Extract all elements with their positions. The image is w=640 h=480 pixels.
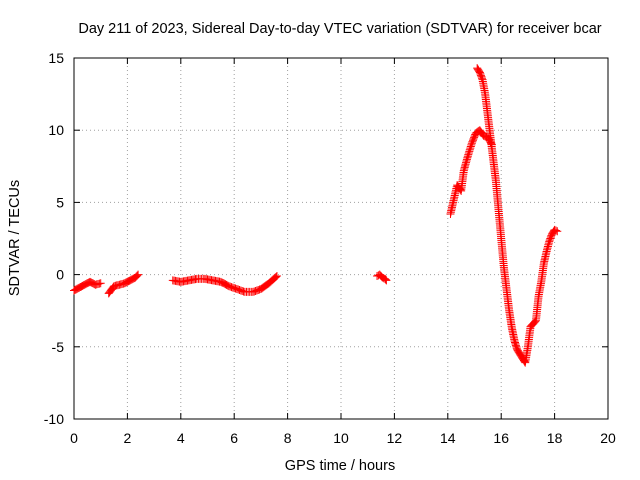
y-tick-label: -10: [44, 411, 64, 427]
x-tick-label: 18: [547, 430, 563, 446]
data-point: [272, 272, 281, 281]
data-point: [466, 142, 475, 151]
data-point: [477, 74, 486, 83]
data-point: [382, 276, 391, 285]
data-point: [513, 345, 522, 354]
data-point: [463, 152, 472, 161]
data-point: [122, 278, 131, 287]
data-point: [465, 147, 474, 156]
x-tick-label: 16: [493, 430, 509, 446]
x-axis-label: GPS time / hours: [285, 458, 395, 474]
data-point: [132, 272, 141, 281]
data-point: [474, 66, 483, 75]
x-tick-label: 12: [387, 430, 403, 446]
y-tick-label: 5: [56, 194, 64, 210]
data-point: [77, 282, 86, 291]
axis-ticks: 0 2 4 6 8 10 12 14 16 18 20 -10 -5 0 5 10 15: [44, 50, 616, 446]
data-point: [473, 65, 482, 74]
data-point: [133, 271, 142, 280]
data-point: [465, 145, 474, 154]
y-tick-label: -5: [52, 339, 65, 355]
data-point: [70, 286, 78, 295]
data-point: [514, 347, 523, 356]
data-point: [72, 285, 81, 294]
data-point: [515, 348, 524, 357]
data-point: [74, 284, 83, 293]
data-point: [78, 281, 87, 290]
y-tick-label: 15: [48, 50, 64, 66]
data-point: [479, 130, 488, 139]
data-point: [96, 279, 105, 288]
data-point: [127, 275, 136, 284]
data-point: [75, 283, 84, 292]
data-point: [120, 279, 129, 288]
data-point: [271, 272, 280, 281]
data-point: [125, 276, 134, 285]
data-point: [128, 275, 137, 284]
data-point: [88, 278, 97, 287]
data-point: [553, 227, 562, 236]
data-point: [381, 274, 390, 283]
data-point: [76, 283, 85, 292]
data-point: [473, 64, 482, 73]
x-tick-label: 8: [284, 430, 292, 446]
data-point: [551, 226, 560, 235]
x-tick-label: 14: [440, 430, 456, 446]
grid-lines: [74, 58, 608, 419]
y-tick-label: 0: [56, 267, 64, 283]
data-point: [270, 273, 279, 282]
x-tick-label: 6: [230, 430, 238, 446]
data-point: [134, 270, 143, 279]
data-point: [123, 277, 132, 286]
data-point: [464, 150, 473, 159]
data-point: [109, 283, 118, 292]
data-point: [121, 278, 130, 287]
data-point: [513, 346, 522, 355]
chart-title: Day 211 of 2023, Sidereal Day-to-day VTE…: [78, 21, 601, 37]
y-tick-label: 10: [48, 122, 64, 138]
data-point: [517, 352, 526, 361]
data-point: [86, 277, 95, 286]
data-point: [87, 278, 96, 287]
data-point: [464, 148, 473, 157]
data-point: [530, 318, 539, 327]
x-tick-label: 2: [124, 430, 132, 446]
data-point: [381, 275, 390, 284]
data-point: [80, 280, 89, 289]
data-point: [71, 285, 80, 294]
x-tick-label: 0: [70, 430, 78, 446]
y-axis-label: SDTVAR / TECUs: [7, 180, 23, 296]
data-point: [126, 276, 135, 285]
data-point: [516, 351, 525, 360]
data-point: [81, 280, 90, 289]
x-tick-label: 10: [333, 430, 349, 446]
data-point: [547, 230, 556, 239]
data-points: [70, 64, 562, 367]
x-tick-label: 4: [177, 430, 185, 446]
data-point: [79, 281, 88, 290]
data-point: [73, 284, 82, 293]
x-tick-label: 20: [600, 430, 616, 446]
data-point: [515, 350, 524, 359]
data-point: [466, 144, 475, 153]
